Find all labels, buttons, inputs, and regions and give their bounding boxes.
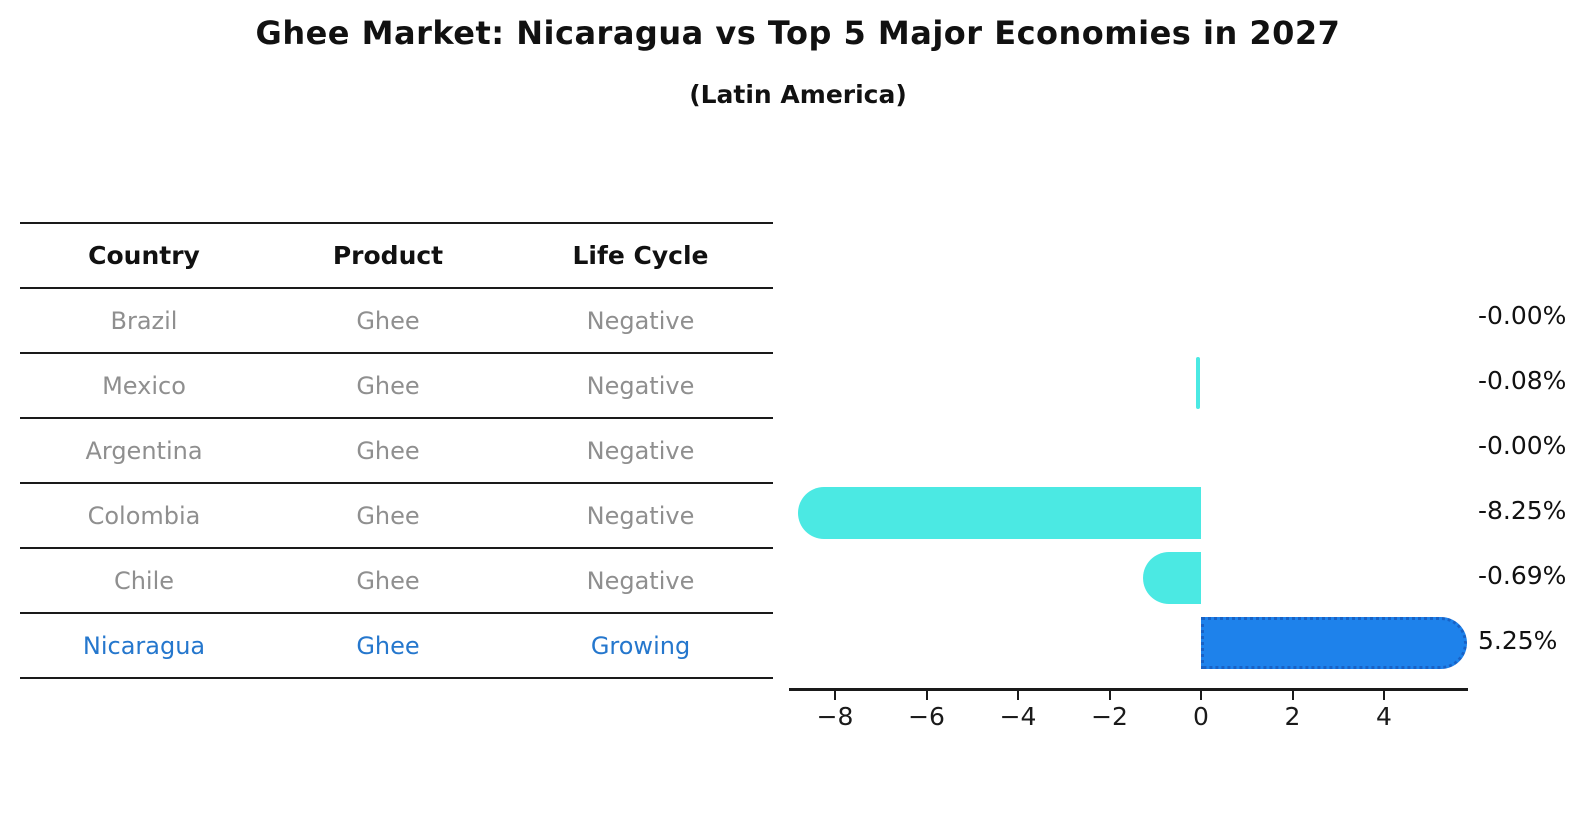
bar-chile bbox=[1143, 552, 1201, 604]
table-row-colombia: Colombia Ghee Negative bbox=[20, 484, 773, 549]
table-header-row: Country Product Life Cycle bbox=[20, 224, 773, 289]
value-label-nicaragua: 5.25% bbox=[1478, 626, 1558, 655]
value-label-brazil: -0.00% bbox=[1478, 301, 1567, 330]
cell-life-cycle: Negative bbox=[586, 566, 695, 595]
table-row-argentina: Argentina Ghee Negative bbox=[20, 419, 773, 484]
bar-mexico bbox=[1196, 357, 1200, 409]
cell-product: Ghee bbox=[356, 436, 420, 465]
x-axis-tick bbox=[1383, 691, 1385, 700]
cell-life-cycle: Negative bbox=[586, 501, 695, 530]
x-axis-tick bbox=[1291, 691, 1294, 700]
x-axis-tick bbox=[925, 691, 928, 700]
cell-product: Ghee bbox=[356, 306, 420, 335]
cell-life-cycle: Growing bbox=[590, 631, 691, 660]
cell-country: Colombia bbox=[87, 501, 201, 530]
table-row-brazil: Brazil Ghee Negative bbox=[20, 289, 773, 354]
header-cell-country: Country bbox=[88, 241, 200, 270]
cell-country: Brazil bbox=[110, 306, 178, 335]
value-label-argentina: -0.00% bbox=[1478, 431, 1567, 460]
cell-life-cycle: Negative bbox=[586, 371, 695, 400]
bar-colombia bbox=[797, 487, 1201, 539]
page-title: Ghee Market: Nicaragua vs Top 5 Major Ec… bbox=[255, 14, 1341, 52]
cell-product: Ghee bbox=[356, 566, 420, 595]
x-axis-tick-label: −2 bbox=[1091, 702, 1128, 731]
cell-product: Ghee bbox=[356, 501, 420, 530]
x-axis-tick-label: −6 bbox=[908, 702, 945, 731]
x-axis-tick bbox=[1108, 691, 1111, 700]
value-label-colombia: -8.25% bbox=[1478, 496, 1567, 525]
cell-country: Mexico bbox=[102, 371, 186, 400]
x-axis-tick bbox=[1017, 691, 1019, 700]
cell-country: Nicaragua bbox=[82, 631, 206, 660]
x-axis-tick bbox=[834, 691, 836, 700]
x-axis-tick-label: 4 bbox=[1376, 702, 1392, 731]
cell-country: Chile bbox=[113, 566, 175, 595]
x-axis-tick-label: −8 bbox=[816, 702, 854, 731]
x-axis-tick-label: −4 bbox=[999, 702, 1037, 731]
value-label-chile: -0.69% bbox=[1478, 561, 1567, 590]
table-row-mexico: Mexico Ghee Negative bbox=[20, 354, 773, 419]
cell-country: Argentina bbox=[85, 436, 203, 465]
cell-life-cycle: Negative bbox=[586, 306, 695, 335]
table-row-chile: Chile Ghee Negative bbox=[20, 549, 773, 614]
x-axis-tick bbox=[1200, 691, 1202, 700]
bar-nicaragua bbox=[1201, 617, 1468, 669]
x-axis-tick-label: 2 bbox=[1284, 702, 1301, 731]
country-table: Country Product Life Cycle Brazil Ghee Negati… bbox=[20, 222, 773, 679]
cell-product: Ghee bbox=[356, 631, 420, 660]
header-cell-life-cycle: Life Cycle bbox=[572, 241, 709, 270]
value-label-mexico: -0.08% bbox=[1478, 366, 1567, 395]
x-axis-tick-label: 0 bbox=[1193, 702, 1209, 731]
cell-product: Ghee bbox=[356, 371, 420, 400]
cell-life-cycle: Negative bbox=[586, 436, 695, 465]
x-axis-line bbox=[789, 688, 1468, 691]
page-subtitle: (Latin America) bbox=[689, 80, 907, 109]
header-cell-product: Product bbox=[332, 241, 444, 270]
table-row-nicaragua: Nicaragua Ghee Growing bbox=[20, 614, 773, 679]
